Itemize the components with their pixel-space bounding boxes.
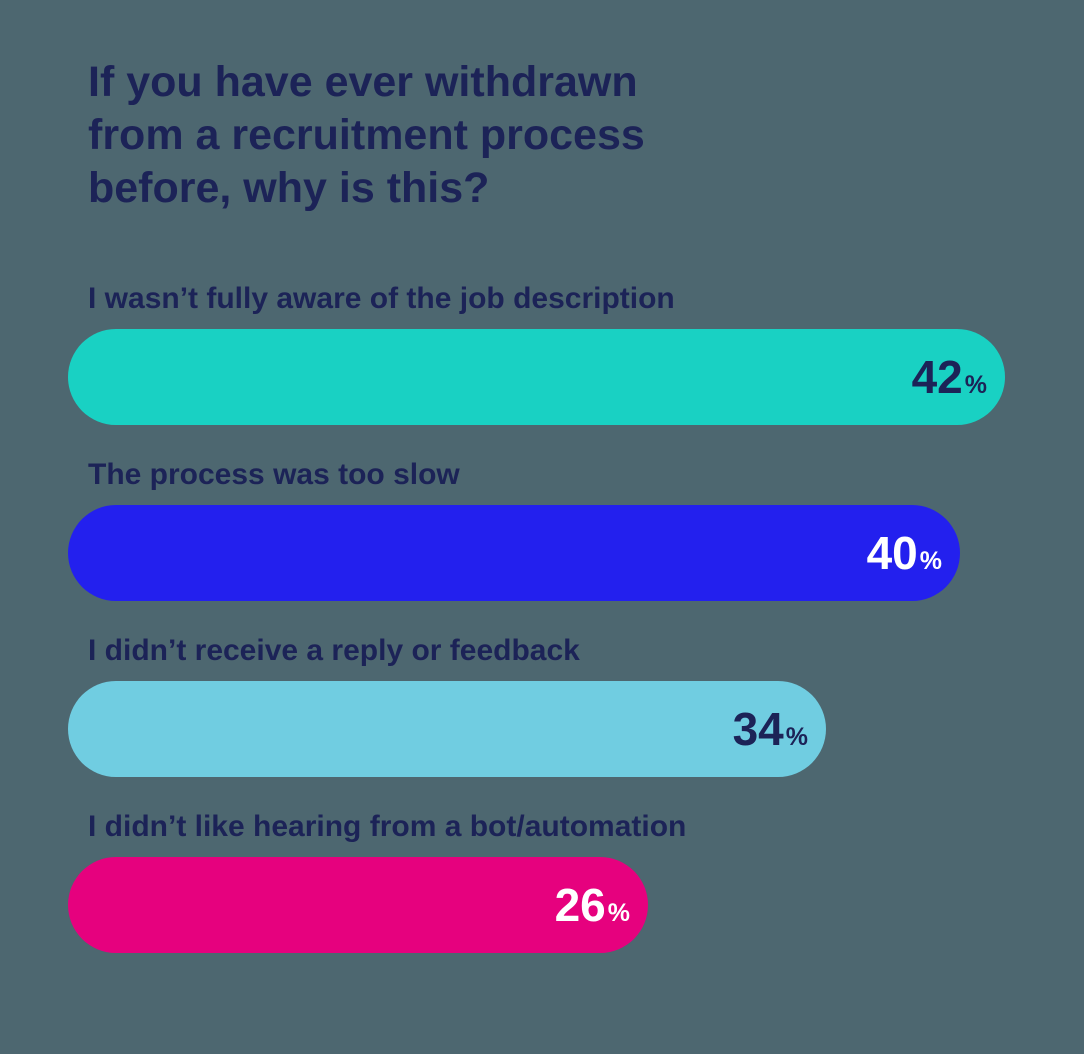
bar-label: I didn’t like hearing from a bot/automat… xyxy=(88,810,687,843)
bar: 34% xyxy=(68,681,826,777)
bar-value: 42% xyxy=(912,354,987,400)
bar-label: The process was too slow xyxy=(88,458,460,491)
bar-row: I didn’t receive a reply or feedback 34% xyxy=(68,633,1084,777)
percent-number: 34 xyxy=(732,703,784,755)
bar-row: I wasn’t fully aware of the job descript… xyxy=(68,281,1084,425)
chart-title-line-1: If you have ever withdrawn xyxy=(88,58,638,106)
percent-sign: % xyxy=(607,899,630,927)
chart-canvas: If you have ever withdrawn from a recrui… xyxy=(0,56,1084,1054)
bar-value: 40% xyxy=(867,530,942,576)
bar: 40% xyxy=(68,505,960,601)
bar-value: 34% xyxy=(733,706,808,752)
percent-sign: % xyxy=(919,547,942,575)
bar-row: The process was too slow 40% xyxy=(68,457,1084,601)
bar-label: I didn’t receive a reply or feedback xyxy=(88,634,580,667)
bar-row: I didn’t like hearing from a bot/automat… xyxy=(68,809,1084,953)
percent-number: 42 xyxy=(911,351,963,403)
chart-title: If you have ever withdrawn from a recrui… xyxy=(88,56,1084,215)
percent-sign: % xyxy=(964,371,987,399)
percent-number: 26 xyxy=(554,879,606,931)
bar-label: I wasn’t fully aware of the job descript… xyxy=(88,282,675,315)
percent-number: 40 xyxy=(866,527,918,579)
percent-sign: % xyxy=(785,723,808,751)
bar: 26% xyxy=(68,857,648,953)
chart-title-line-2: from a recruitment process xyxy=(88,111,645,159)
bar-chart: I wasn’t fully aware of the job descript… xyxy=(68,281,1084,953)
chart-title-line-3: before, why is this? xyxy=(88,164,490,212)
bar: 42% xyxy=(68,329,1005,425)
bar-value: 26% xyxy=(555,882,630,928)
